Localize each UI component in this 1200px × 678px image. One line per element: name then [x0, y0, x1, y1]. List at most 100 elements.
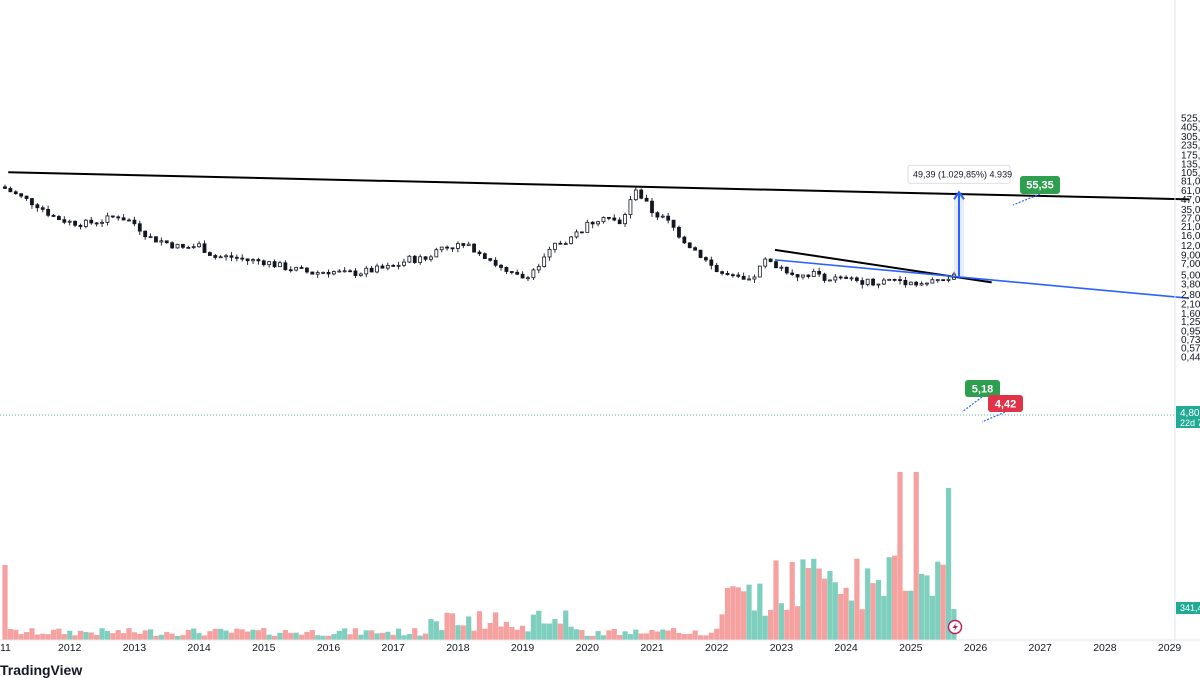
x-tick-label: 2026 [964, 642, 988, 654]
volume-bar [827, 571, 833, 640]
candle-body [423, 256, 428, 260]
volume-bar [746, 584, 752, 640]
volume-bar [757, 583, 763, 640]
candle-body [342, 270, 347, 273]
candle-body [660, 215, 665, 218]
candle-body [396, 264, 401, 267]
volume-bar [277, 632, 283, 640]
candle-body [650, 200, 654, 214]
volume-bar [724, 587, 731, 640]
volume-bar [902, 590, 909, 640]
candle-body [499, 264, 503, 268]
volume-bar [315, 635, 321, 640]
volume-bar [573, 629, 580, 640]
y-tick-label: 1,60 [1181, 309, 1200, 320]
volume-bar [541, 623, 547, 640]
candle-body [482, 253, 487, 260]
volume-bar [61, 634, 67, 640]
price-label-text: 5,18 [972, 384, 993, 396]
price-label-text: 4,42 [995, 399, 1016, 411]
x-tick-label: 2022 [705, 642, 729, 654]
volume-bar [687, 633, 693, 640]
volume-bar [234, 628, 240, 640]
candle-body [817, 271, 822, 275]
candle-body [455, 243, 460, 249]
price-axis[interactable]: 525,0405,0305,0235,0175,0135,0105,081,00… [1174, 0, 1200, 640]
candle-body [251, 259, 255, 262]
volume-bar [611, 628, 617, 640]
candle-body [310, 271, 315, 275]
measure-arrow-head [953, 190, 965, 200]
candle-body [709, 259, 714, 266]
volume-bar [228, 632, 235, 640]
volume-bar [627, 634, 634, 640]
candle-body [801, 274, 805, 278]
y-tick-label: 2,80 [1181, 290, 1200, 301]
candle-body [876, 283, 881, 286]
y-tick-label: 81,00 [1181, 177, 1200, 188]
volume-bar [164, 632, 170, 640]
candle-body [768, 258, 773, 263]
volume-bar [654, 631, 660, 640]
volume-bar [886, 557, 892, 640]
candle-body [418, 256, 423, 263]
candle-body [402, 261, 406, 266]
candle-body [914, 281, 919, 286]
trendlines[interactable] [8, 171, 1190, 300]
price-label-badge [965, 380, 1000, 397]
volume-bar [358, 634, 364, 640]
candle-body [207, 252, 212, 256]
volume-bar [493, 612, 499, 640]
candle-body [606, 217, 611, 219]
lightning-icon[interactable] [947, 619, 963, 635]
volume-bar [918, 573, 925, 640]
volume-bar [174, 635, 181, 640]
volume-bar [595, 631, 601, 640]
candle-body [369, 267, 374, 273]
candle-body [73, 220, 77, 226]
volume-bar [428, 619, 434, 640]
volume-bar [881, 595, 887, 640]
volume-bar [670, 628, 677, 640]
volume-bar [794, 606, 801, 640]
x-tick-label: 2018 [446, 642, 470, 654]
candle-body [57, 216, 61, 221]
volume-bar [816, 568, 822, 640]
volume-bar [191, 628, 197, 640]
candle-body [3, 186, 7, 189]
volume-bar [924, 575, 930, 640]
volume-bar [762, 615, 768, 640]
volume-bar [708, 632, 714, 640]
volume-bar [325, 635, 332, 640]
volume-bar [126, 628, 132, 640]
candle-body [461, 243, 466, 246]
candle-body [553, 242, 557, 250]
y-tick-label: 12,00 [1181, 241, 1200, 252]
candle-body [935, 279, 940, 282]
x-tick-label: 2027 [1029, 642, 1053, 654]
volume-bar [185, 629, 191, 640]
candle-body [380, 265, 385, 269]
volume-bar [784, 609, 790, 640]
volume-bar [644, 633, 650, 640]
measure-tool[interactable]: 49,39 (1.029,85%) 4.939 55,35 5,184,42 [907, 164, 1060, 423]
volume-bar [142, 630, 148, 640]
volume-bar [266, 634, 272, 640]
time-axis[interactable]: 11 2012 2013 2014 2015 2016 2017 2018 2019 2020 20… [0, 639, 1200, 654]
volume-bar [45, 634, 51, 640]
candle-body [51, 214, 56, 217]
price-label-pointer [1012, 193, 1041, 206]
candle-body [741, 275, 746, 280]
candle-body [822, 273, 827, 281]
candle-body [24, 195, 29, 199]
volume-bar [250, 629, 256, 640]
volume-bar [13, 629, 19, 640]
candle-body [617, 219, 622, 225]
y-tick-label: 1,25 [1181, 317, 1200, 328]
volume-bar [719, 614, 725, 640]
candle-body [89, 219, 94, 224]
candle-body [774, 261, 778, 269]
candle-body [908, 281, 913, 286]
candle-body [240, 257, 245, 260]
